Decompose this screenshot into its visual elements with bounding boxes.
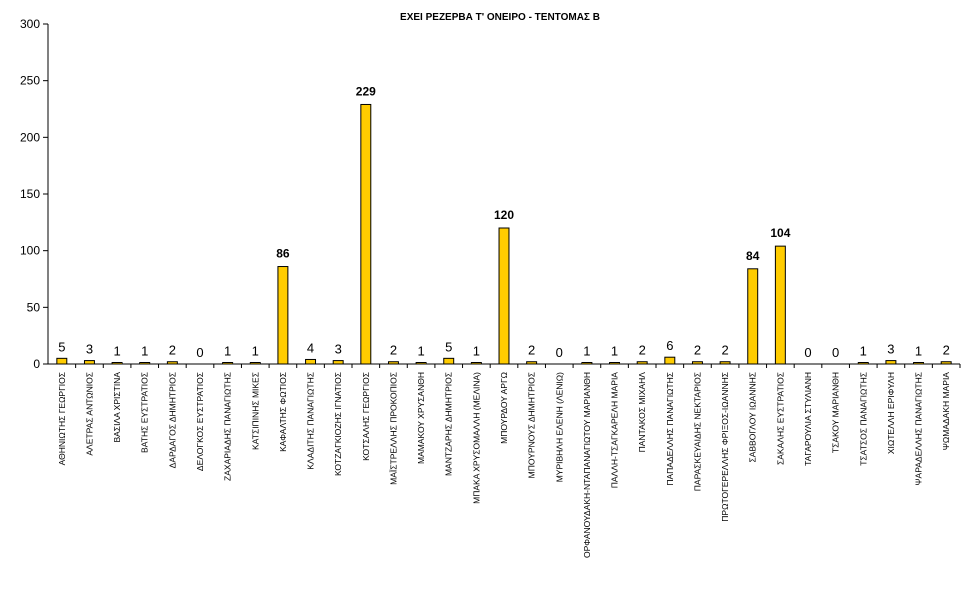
x-tick-label: ΠΑΛΛΗ-ΤΣΑΓΚΑΡΕΛΗ ΜΑΡΙΑ bbox=[610, 372, 620, 489]
y-tick-label: 300 bbox=[20, 17, 40, 31]
x-tick-label: ΤΑΓΑΡΟΥΛΙΑ ΣΤΥΛΙΑΝΗ bbox=[803, 372, 813, 466]
y-tick-label: 100 bbox=[20, 244, 40, 258]
data-label: 1 bbox=[611, 344, 618, 359]
data-label: 1 bbox=[252, 344, 259, 359]
x-tick-label: ΔΑΡΔΑΓΟΣ ΔΗΜΗΤΡΙΟΣ bbox=[167, 372, 177, 468]
x-tick-label: ΤΣΑΚΟΥ ΜΑΡΙΑΝΘΗ bbox=[831, 372, 841, 453]
data-label: 2 bbox=[639, 343, 646, 358]
x-tick-label: ΚΑΤΣΙΠΙΝΗΣ ΜΙΚΕΣ bbox=[250, 372, 260, 450]
bar bbox=[774, 245, 786, 365]
x-tick-label: ΨΩΜΑΔΑΚΗ ΜΑΡΙΑ bbox=[941, 372, 951, 451]
data-label: 2 bbox=[694, 343, 701, 358]
data-label: 6 bbox=[666, 338, 673, 353]
x-tick-label: ΜΑΜΑΚΟΥ ΧΡΥΣΑΝΘΗ bbox=[416, 372, 426, 464]
data-label: 120 bbox=[494, 208, 514, 222]
x-tick-label: ΤΣΑΤΣΟΣ ΠΑΝΑΓΙΩΤΗΣ bbox=[858, 372, 868, 466]
x-axis-labels: ΑΘΗΝΙΩΤΗΣ ΓΕΩΡΓΙΟΣ ΑΛΕΤΡΑΣ ΑΝΤΩΝΙΟΣ ΒΑΣΙΛΑ… bbox=[57, 364, 961, 558]
bar bbox=[56, 357, 68, 365]
data-label: 5 bbox=[445, 339, 452, 354]
data-label: 0 bbox=[196, 345, 203, 360]
bar bbox=[498, 227, 510, 365]
data-label: 2 bbox=[169, 343, 176, 358]
x-tick-label: ΣΑΒΒΟΓΛΟΥ ΙΩΑΝΝΗΣ bbox=[748, 372, 758, 463]
x-tick-label: ΜΠΟΥΡΔΟΥ ΑΡΓΩ bbox=[499, 372, 509, 444]
bar bbox=[664, 356, 676, 365]
bar bbox=[360, 103, 372, 365]
data-label: 2 bbox=[390, 343, 397, 358]
data-label: 1 bbox=[113, 344, 120, 359]
data-label: 1 bbox=[915, 344, 922, 359]
x-tick-label: ΔΕΛΟΓΚΟΣ ΕΥΣΤΡΑΤΙΟΣ bbox=[195, 372, 205, 471]
bar bbox=[747, 268, 759, 365]
x-tick-label: ΣΑΚΑΛΗΣ ΕΥΣΤΡΑΤΙΟΣ bbox=[775, 372, 785, 465]
x-tick-label: ΚΟΤΖΑΓΚΙΟΖΗΣ ΙΓΝΑΤΙΟΣ bbox=[333, 372, 343, 476]
x-tick-label: ΜΥΡΙΒΗΛΗ ΕΛΕΝΗ (ΛΕΝΙΩ) bbox=[554, 372, 564, 482]
x-tick-label: ΒΑΤΗΣ ΕΥΣΤΡΑΤΙΟΣ bbox=[140, 372, 150, 453]
data-label: 84 bbox=[746, 249, 760, 263]
x-tick-label: ΠΑΝΤΑΚΟΣ ΜΙΧΑΗΛ bbox=[637, 372, 647, 453]
y-tick-label: 50 bbox=[27, 300, 41, 314]
data-label: 3 bbox=[887, 342, 894, 357]
data-label: 1 bbox=[860, 344, 867, 359]
data-label: 2 bbox=[721, 343, 728, 358]
data-label: 1 bbox=[583, 344, 590, 359]
x-tick-label: ΖΑΧΑΡΙΑΔΗΣ ΠΑΝΑΓΙΩΤΗΣ bbox=[223, 372, 233, 481]
bar bbox=[443, 357, 455, 365]
x-tick-label: ΚΑΦΑΛΤΗΣ ΦΩΤΙΟΣ bbox=[278, 372, 288, 452]
x-tick-label: ΑΘΗΝΙΩΤΗΣ ΓΕΩΡΓΙΟΣ bbox=[57, 372, 67, 465]
y-tick-label: 150 bbox=[20, 187, 40, 201]
x-tick-label: ΑΛΕΤΡΑΣ ΑΝΤΩΝΙΟΣ bbox=[84, 372, 94, 456]
x-tick-label: ΜΑΪΣΤΡΕΛΛΗΣ ΠΡΟΚΟΠΙΟΣ bbox=[388, 372, 398, 485]
bar bbox=[277, 266, 289, 365]
x-tick-label: ΚΟΤΣΑΛΗΣ ΓΕΩΡΓΙΟΣ bbox=[361, 372, 371, 461]
data-label: 1 bbox=[417, 344, 424, 359]
bar bbox=[83, 360, 95, 365]
x-tick-label: ΧΙΩΤΕΛΛΗ ΕΡΙΦΥΛΗ bbox=[886, 372, 896, 454]
x-tick-label: ΠΑΠΑΔΕΛΛΗΣ ΠΑΝΑΓΙΩΤΗΣ bbox=[665, 372, 675, 486]
x-tick-label: ΚΛΑΔΙΤΗΣ ΠΑΝΑΓΙΩΤΗΣ bbox=[306, 372, 316, 470]
bar bbox=[305, 358, 317, 365]
bars bbox=[56, 103, 952, 365]
x-tick-label: ΜΠΑΚΑ ΧΡΥΣΟΜΑΛΛΗ (ΜΕΛΙΝΑ) bbox=[471, 372, 481, 504]
y-tick-label: 200 bbox=[20, 130, 40, 144]
data-label: 86 bbox=[276, 247, 290, 261]
x-tick-label: ΜΠΟΥΡΝΟΥΣ ΔΗΜΗΤΡΙΟΣ bbox=[527, 372, 537, 478]
data-label: 0 bbox=[556, 345, 563, 360]
data-label: 1 bbox=[473, 344, 480, 359]
bar bbox=[885, 360, 897, 365]
data-label: 5 bbox=[58, 339, 65, 354]
data-label: 2 bbox=[528, 343, 535, 358]
x-tick-label: ΜΑΝΤΖΑΡΗΣ ΔΗΜΗΤΡΙΟΣ bbox=[444, 372, 454, 476]
data-label: 0 bbox=[832, 345, 839, 360]
data-label: 2 bbox=[943, 343, 950, 358]
data-label: 4 bbox=[307, 340, 314, 355]
data-label: 0 bbox=[804, 345, 811, 360]
bar bbox=[332, 360, 344, 365]
data-label: 1 bbox=[141, 344, 148, 359]
y-axis-ticks: 0 50 100 150 200 250 300 bbox=[20, 17, 48, 371]
y-tick-label: 0 bbox=[33, 357, 40, 371]
x-tick-label: ΒΑΣΙΛΑ ΧΡΙΣΤΙΝΑ bbox=[112, 372, 122, 443]
chart-title: ΕΧΕΙ ΡΕΖΕΡΒΑ Τ' ΟΝΕΙΡΟ - ΤΕΝΤΟΜΑΣ Β bbox=[400, 12, 600, 23]
data-label: 1 bbox=[224, 344, 231, 359]
y-tick-label: 250 bbox=[20, 74, 40, 88]
data-label: 3 bbox=[335, 342, 342, 357]
data-label: 3 bbox=[86, 342, 93, 357]
x-tick-label: ΨΑΡΑΔΕΛΛΗΣ ΠΑΝΑΓΙΩΤΗΣ bbox=[914, 372, 924, 486]
x-tick-label: ΠΑΡΑΣΚΕΥΑΙΔΗΣ ΝΕΚΤΑΡΙΟΣ bbox=[692, 372, 702, 491]
x-tick-label: ΠΡΩΤΟΓΕΡΕΛΛΗΣ ΦΡΙΞΟΣ-ΙΩΑΝΝΗΣ bbox=[720, 372, 730, 522]
x-tick-label: ΟΡΦΑΝΟΥΔΑΚΗ-ΝΤΑΠΑΝΑΓΙΩΤΟΥ ΜΑΡΙΑΝΘΗ bbox=[582, 372, 592, 558]
data-label: 229 bbox=[356, 84, 376, 98]
data-label: 104 bbox=[770, 226, 790, 240]
